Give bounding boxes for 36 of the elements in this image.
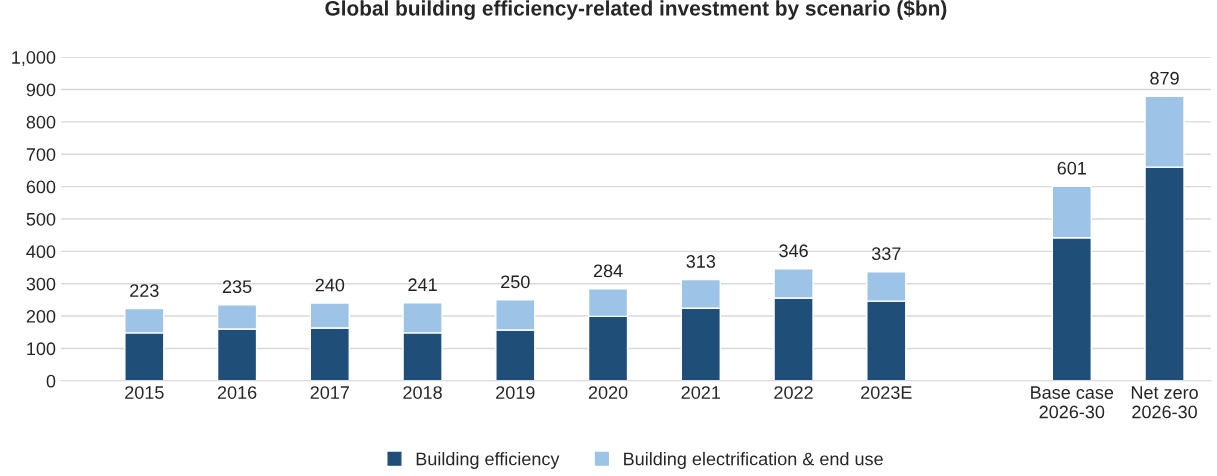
- y-tick-label: 400: [26, 245, 56, 259]
- y-tick-label: 1,000: [12, 51, 56, 66]
- total-label: 601: [1057, 161, 1086, 175]
- chart-title: Global building efficiency-related investment by scenario ($bn): [325, 0, 947, 20]
- x-tick-label: 2016: [217, 386, 257, 399]
- y-tick-label: 700: [26, 148, 56, 161]
- total-label: 337: [871, 247, 901, 261]
- y-tick-label: 300: [26, 277, 56, 291]
- total-label: 240: [315, 278, 345, 292]
- total-label: 313: [686, 255, 716, 268]
- total-label: 235: [222, 280, 252, 294]
- total-label: 241: [408, 278, 437, 291]
- y-tick-label: 800: [26, 115, 56, 129]
- x-tick-label: 2021: [681, 386, 721, 399]
- x-tick-label: 2015: [125, 386, 164, 399]
- x-tick-label: Net zero 2026-30: [1131, 386, 1198, 419]
- y-tick-label: 600: [26, 180, 56, 194]
- x-tick-label: 2023E: [861, 386, 912, 399]
- total-label: 879: [1150, 71, 1179, 85]
- y-tick-label: 900: [26, 83, 56, 97]
- x-tick-label: Base case 2026-30: [1031, 386, 1114, 419]
- x-tick-label: 2022: [774, 386, 813, 399]
- x-tick-label: 2018: [403, 386, 442, 399]
- x-tick-label: 2019: [496, 386, 535, 399]
- total-label: 223: [130, 284, 159, 297]
- legend-label: Building electrification & end use: [624, 452, 883, 469]
- y-tick-label: 0: [46, 374, 56, 388]
- x-tick-label: 2020: [588, 386, 628, 399]
- y-tick-label: 100: [27, 342, 56, 356]
- y-tick-label: 500: [26, 212, 56, 226]
- y-tick-label: 200: [26, 310, 56, 323]
- total-label: 346: [779, 244, 808, 258]
- legend-label: Building efficiency: [416, 452, 560, 469]
- total-label: 284: [593, 264, 623, 278]
- x-tick-label: 2017: [310, 386, 349, 399]
- total-label: 250: [501, 275, 530, 289]
